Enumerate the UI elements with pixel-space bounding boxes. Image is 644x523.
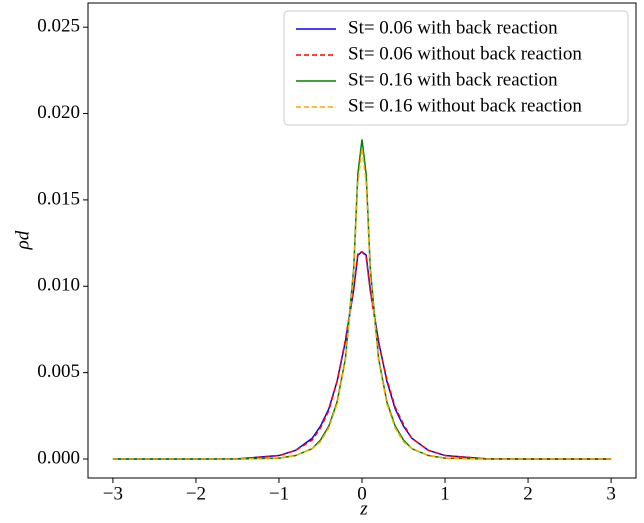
- y-tick-label: 0.010: [37, 275, 80, 296]
- x-tick-label: 1: [440, 483, 450, 504]
- y-tick-label: 0.020: [37, 102, 80, 123]
- x-axis-label: z: [359, 498, 368, 519]
- data-line: [112, 250, 612, 460]
- y-axis-label: ρd: [12, 230, 33, 250]
- plot-frame: [87, 2, 637, 479]
- legend-label: St= 0.16 with back reaction: [348, 69, 558, 90]
- data-line: [112, 139, 612, 460]
- x-tick-label: −1: [269, 483, 289, 504]
- y-tick-label: 0.005: [37, 361, 80, 382]
- legend-label: St= 0.16 without back reaction: [348, 95, 582, 116]
- legend-box: [283, 10, 629, 126]
- y-tick-label: 0.025: [37, 16, 80, 37]
- y-tick-label: 0.000: [37, 447, 80, 468]
- x-tick-label: 0: [357, 483, 367, 504]
- data-line: [112, 250, 612, 460]
- legend-label: St= 0.06 without back reaction: [348, 43, 582, 64]
- y-tick-label: 0.015: [37, 188, 80, 209]
- x-tick-label: 2: [523, 483, 533, 504]
- x-tick-label: −2: [186, 483, 206, 504]
- x-tick-label: −3: [103, 483, 123, 504]
- x-tick-label: 3: [606, 483, 616, 504]
- legend-label: St= 0.06 with back reaction: [348, 17, 558, 38]
- data-line: [112, 148, 612, 460]
